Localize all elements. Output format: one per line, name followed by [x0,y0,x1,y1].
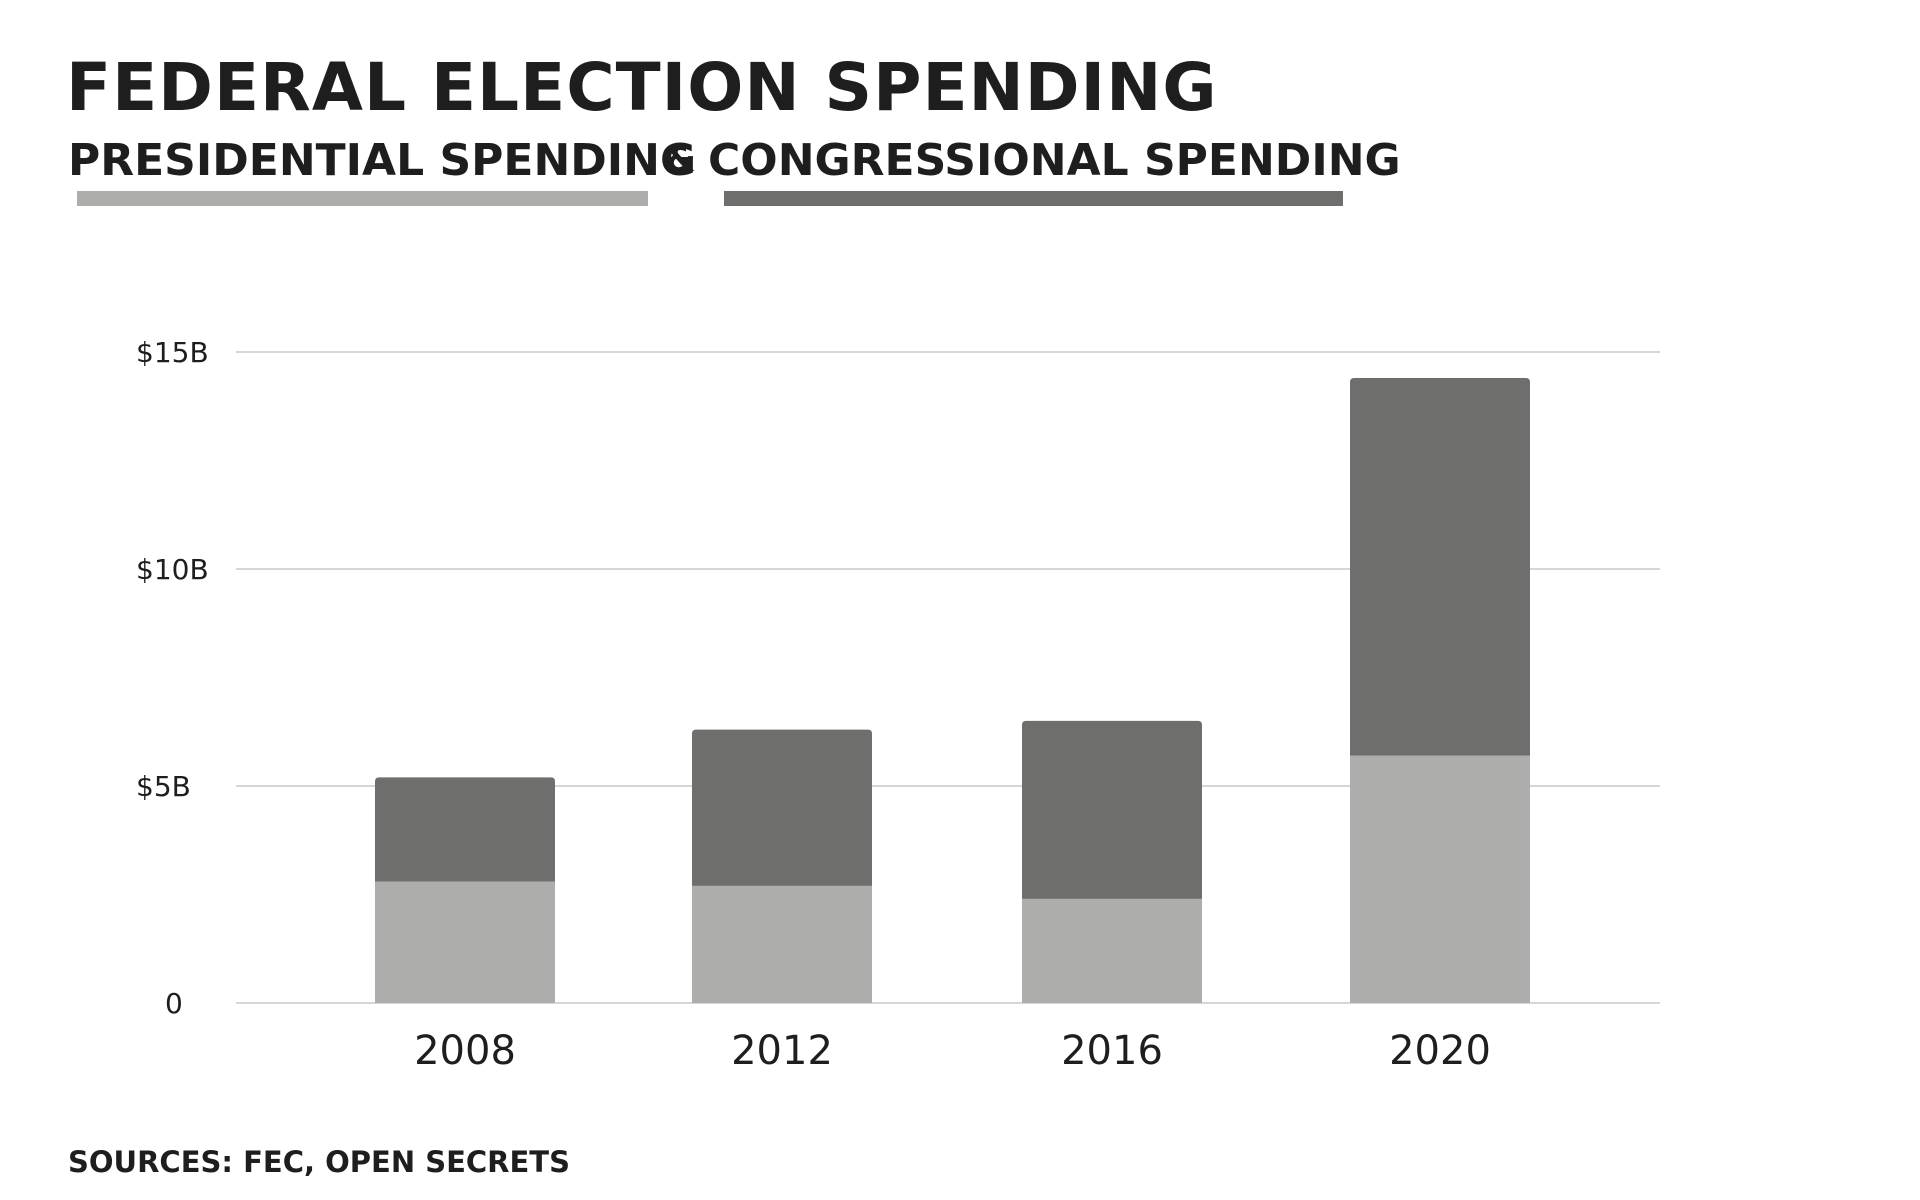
x-tick-label: 2012 [731,1028,833,1074]
bar-congressional [1022,720,1202,899]
bars [375,378,1530,1003]
bar-presidential [1350,755,1530,1003]
x-tick-label: 2016 [1061,1028,1163,1074]
bar-congressional [692,729,872,886]
bar-presidential [692,885,872,1003]
legend-swatch-congressional [724,191,1343,206]
chart-title: FEDERAL ELECTION SPENDING [66,49,1218,126]
x-tick-label: 2020 [1389,1028,1491,1074]
legend-separator: & [666,140,696,180]
legend-label-presidential: PRESIDENTIAL SPENDING [68,135,697,186]
y-tick-label: $15B [136,336,209,369]
legend-swatch-presidential [77,191,648,206]
y-tick-label: 0 [165,987,183,1020]
sources-note: SOURCES: FEC, OPEN SECRETS [68,1145,570,1179]
bar-presidential [375,881,555,1003]
bar-presidential [1022,898,1202,1003]
bar-congressional [375,777,555,882]
x-tick-label: 2008 [414,1028,516,1074]
axis-labels: 0 $5B $10B $15B 2008 2012 2016 2020 [136,336,1491,1074]
legend-label-congressional: CONGRESSIONAL SPENDING [708,135,1401,186]
y-tick-label: $5B [136,770,191,803]
bar-congressional [1350,378,1530,756]
y-tick-label: $10B [136,553,209,586]
